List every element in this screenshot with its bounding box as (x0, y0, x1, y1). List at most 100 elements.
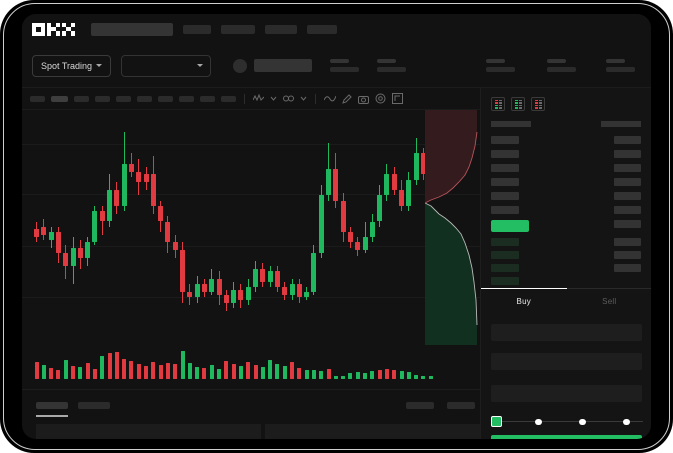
timeframe-button-9[interactable] (200, 95, 215, 102)
orderbook-bid-row[interactable] (491, 277, 519, 285)
timeframe-button-1[interactable] (30, 95, 45, 102)
tab-buy[interactable]: Buy (481, 288, 567, 314)
candle-body (399, 190, 404, 206)
volume-bar (406, 372, 411, 379)
volume-bar (297, 367, 302, 379)
orders-content-block-1 (36, 424, 261, 439)
volume-bar (151, 361, 156, 379)
app-screen: Spot Trading (22, 14, 651, 439)
camera-icon[interactable] (358, 94, 369, 104)
orderbook-ask-row[interactable] (491, 206, 519, 214)
orderbook-ask-row[interactable] (491, 136, 519, 144)
nav-item-1[interactable] (183, 24, 211, 34)
volume-bar (114, 352, 119, 379)
order-price-field[interactable] (491, 324, 642, 341)
volume-bar (56, 369, 61, 379)
orderbook-bid-row[interactable] (491, 251, 519, 259)
nav-item-2[interactable] (221, 24, 255, 34)
timeframe-button-7[interactable] (158, 95, 173, 102)
timeframe-button-2[interactable] (51, 95, 68, 102)
nav-item-4[interactable] (307, 24, 337, 34)
orders-action-2[interactable] (447, 402, 475, 409)
pair-dropdown[interactable] (121, 54, 212, 77)
okx-logo-x-icon (62, 22, 75, 36)
tab-buy-label: Buy (516, 297, 531, 306)
tab-sell[interactable]: Sell (567, 289, 652, 314)
ticker-stat-label (486, 59, 506, 63)
candle-body (223, 294, 229, 303)
submit-order-button[interactable] (491, 435, 642, 439)
search-input[interactable] (91, 22, 173, 36)
orderbook-bid-row[interactable] (491, 238, 519, 246)
orderbook-amount-row (614, 164, 641, 172)
fullscreen-icon[interactable] (392, 93, 403, 104)
candle-body (347, 231, 353, 243)
orders-tab-1[interactable] (36, 402, 68, 409)
compare-icon[interactable] (283, 94, 294, 103)
timeframe-button-6[interactable] (137, 95, 152, 102)
volume-bar (421, 376, 426, 379)
candle-body (187, 292, 193, 298)
chevron-down-icon[interactable] (300, 95, 307, 102)
orderbook-asks-icon[interactable] (531, 97, 545, 111)
orderbook-amount-row (614, 206, 641, 214)
nav-item-3[interactable] (265, 24, 297, 34)
ticker-stat-4 (547, 59, 577, 72)
chart-gridline (22, 246, 480, 247)
orderbook-ask-row[interactable] (491, 178, 519, 186)
orderbook-ask-row[interactable] (491, 192, 519, 200)
candlestick-chart[interactable] (22, 110, 480, 335)
orderbook-both-icon[interactable] (491, 97, 505, 111)
stepper-dot-2[interactable] (535, 418, 542, 425)
timeframe-button-8[interactable] (179, 95, 194, 102)
stepper-handle[interactable] (491, 416, 502, 427)
candle-body (311, 252, 317, 293)
ticker-stat-label (547, 59, 567, 63)
timeframe-button-3[interactable] (74, 95, 89, 102)
candle-body (114, 190, 120, 206)
orderbook-ask-row[interactable] (491, 150, 519, 158)
orders-tab-2[interactable] (78, 402, 110, 409)
candle-body (216, 279, 222, 295)
pair-name (254, 59, 313, 72)
settings-gear-icon[interactable] (375, 93, 386, 104)
trade-side-tabs: Buy Sell (481, 288, 651, 314)
pencil-icon[interactable] (342, 93, 352, 104)
toolbar-divider (315, 93, 316, 104)
stepper-dot-4[interactable] (623, 418, 630, 425)
indicators-icon[interactable] (253, 94, 264, 103)
amount-percent-stepper[interactable] (491, 416, 643, 428)
volume-bar (319, 371, 324, 379)
volume-bar (92, 368, 97, 379)
candle-body (165, 221, 171, 243)
orderbook-view-modes (481, 88, 651, 117)
volume-bar (384, 368, 389, 379)
ticker-stat-3 (486, 59, 516, 72)
orders-tab-active-underline (36, 415, 68, 417)
orderbook-ask-row[interactable] (491, 164, 519, 172)
candle-body (391, 174, 397, 191)
volume-bar (231, 363, 236, 379)
chevron-down-icon[interactable] (270, 95, 277, 102)
market-type-dropdown[interactable]: Spot Trading (32, 54, 112, 77)
orders-action-1[interactable] (406, 402, 434, 409)
timeframe-button-4[interactable] (95, 95, 110, 102)
candle-body (362, 237, 368, 251)
volume-bar (217, 368, 221, 379)
stepper-dot-3[interactable] (579, 418, 586, 425)
line-style-icon[interactable] (324, 94, 336, 103)
orderbook-bid-row[interactable] (491, 264, 519, 272)
order-amount-field[interactable] (491, 353, 642, 370)
candle-body (55, 231, 61, 253)
timeframe-button-10[interactable] (221, 95, 236, 102)
order-total-field[interactable] (491, 385, 642, 402)
chart-gridline (22, 144, 480, 145)
pair-badge[interactable] (233, 58, 313, 73)
volume-bar (122, 359, 127, 379)
volume-bar (136, 363, 141, 379)
candle-body (194, 284, 200, 298)
orderbook-bids-icon[interactable] (511, 97, 525, 111)
candle-body (34, 229, 39, 238)
okx-logo[interactable] (32, 22, 75, 36)
timeframe-button-5[interactable] (116, 95, 131, 102)
